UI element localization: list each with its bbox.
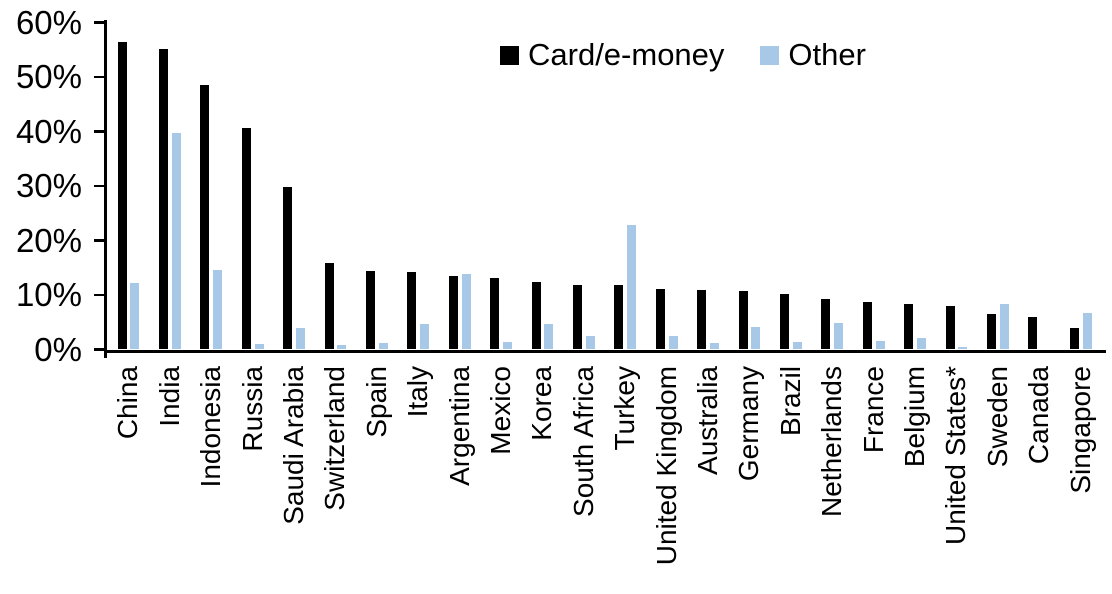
bar-card-e-money — [200, 85, 210, 350]
bar-card-e-money — [779, 294, 789, 350]
bar-card-e-money — [241, 128, 251, 350]
bar-other — [461, 273, 471, 350]
bar-other — [502, 341, 512, 350]
x-category-label: China — [112, 366, 144, 440]
y-tick-label: 50% — [15, 58, 82, 96]
x-axis-line — [104, 349, 1106, 353]
legend-label-card: Card/e-money — [528, 37, 725, 72]
bar-other — [958, 347, 968, 350]
y-tick-mark — [93, 184, 104, 188]
bar-card-e-money — [448, 275, 458, 350]
bar-card-e-money — [614, 285, 624, 350]
bar-other — [295, 327, 305, 350]
bar-card-e-money — [407, 272, 417, 350]
x-category-label: Singapore — [1064, 366, 1096, 494]
bar-card-e-money — [904, 304, 914, 350]
bar-other — [834, 322, 844, 350]
x-category-label: Indonesia — [195, 366, 227, 488]
y-tick-label: 60% — [15, 3, 82, 41]
legend-item-card-e-money: Card/e-money — [500, 36, 724, 74]
y-tick-mark — [93, 348, 104, 351]
bar-other — [916, 337, 926, 350]
y-tick-label: 30% — [15, 167, 82, 205]
y-axis-line — [104, 20, 107, 358]
x-category-label: Turkey — [609, 366, 641, 451]
bar-other — [337, 344, 347, 350]
bar-other — [875, 340, 885, 350]
x-category-label: Russia — [236, 366, 268, 452]
x-category-label: France — [857, 366, 889, 454]
bar-card-e-money — [821, 298, 831, 350]
bar-other — [792, 342, 802, 350]
x-category-label: South Africa — [567, 366, 599, 517]
bar-card-e-money — [945, 305, 955, 350]
x-category-label: Netherlands — [816, 366, 848, 517]
bar-card-e-money — [1069, 327, 1079, 350]
x-category-label: United Kingdom — [650, 366, 682, 566]
bar-other — [585, 336, 595, 350]
x-category-label: Belgium — [899, 366, 930, 468]
bar-other — [999, 304, 1009, 350]
x-category-label: Australia — [692, 366, 723, 475]
x-category-label: Argentina — [443, 366, 475, 486]
bar-card-e-money — [1028, 316, 1038, 350]
x-category-label: Brazil — [774, 366, 806, 437]
bar-card-e-money — [158, 48, 168, 350]
bar-card-e-money — [490, 278, 500, 350]
y-tick-mark — [93, 293, 104, 297]
bar-card-e-money — [655, 289, 665, 350]
bar-other — [544, 324, 554, 350]
bar-other — [627, 225, 637, 350]
y-tick-mark — [93, 239, 104, 242]
bar-other — [420, 324, 430, 350]
legend-swatch-card-icon — [500, 45, 519, 65]
bar-other — [254, 344, 264, 350]
x-category-label: Germany — [733, 366, 765, 482]
x-category-label: Italy — [402, 366, 434, 418]
y-tick-mark — [93, 130, 104, 133]
bar-card-e-money — [324, 263, 334, 350]
bar-card-e-money — [697, 290, 707, 350]
y-tick-mark — [93, 75, 104, 79]
bar-other — [171, 132, 181, 350]
bar-card-e-money — [738, 290, 748, 350]
x-category-label: Mexico — [485, 366, 516, 455]
bar-other — [378, 342, 388, 350]
y-tick-label: 10% — [15, 276, 82, 314]
legend-item-other: Other — [760, 36, 866, 74]
bar-other — [1082, 313, 1092, 350]
x-category-label: Switzerland — [319, 366, 351, 511]
bar-other — [213, 269, 223, 350]
bar-other — [709, 342, 719, 350]
bar-card-e-money — [531, 281, 541, 350]
bar-other — [130, 282, 140, 350]
x-category-label: Sweden — [981, 366, 1013, 468]
y-tick-label: 40% — [15, 112, 82, 150]
bar-card-e-money — [365, 271, 375, 350]
x-category-label: India — [153, 366, 185, 427]
x-category-label: Korea — [526, 366, 558, 441]
bar-card-e-money — [572, 284, 582, 350]
chart-legend: Card/e-money Other — [500, 36, 866, 74]
bar-other — [668, 336, 678, 350]
x-category-label: Saudi Arabia — [278, 366, 309, 525]
y-tick-label: 0% — [34, 330, 82, 368]
bar-card-e-money — [862, 302, 872, 350]
bar-card-e-money — [117, 41, 127, 350]
y-tick-mark — [93, 21, 104, 24]
bar-card-e-money — [283, 186, 293, 350]
x-category-label: United States* — [940, 366, 972, 545]
legend-label-other: Other — [788, 37, 866, 72]
legend-swatch-other-icon — [760, 45, 780, 65]
x-category-label: Spain — [360, 366, 392, 438]
bar-other — [751, 326, 761, 350]
y-tick-label: 20% — [15, 221, 82, 259]
x-category-label: Canada — [1023, 366, 1055, 465]
bar-card-e-money — [986, 313, 996, 350]
